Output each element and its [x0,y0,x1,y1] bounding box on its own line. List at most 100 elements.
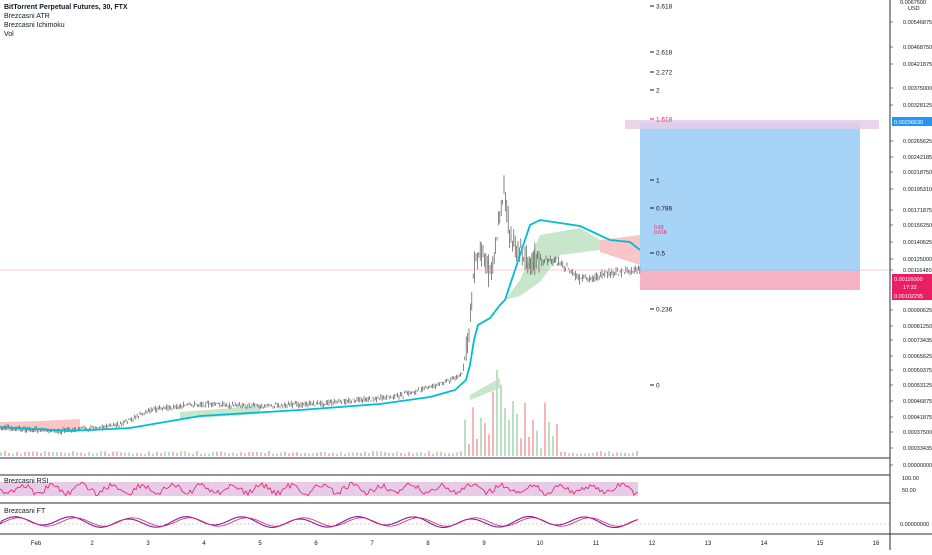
volume-bar [232,452,234,456]
volume-bar [56,452,58,456]
price-tick-label: 0.00156250 [903,223,932,229]
ft-tick-zero: 0.00000000 [900,522,929,528]
date-tick-label: 4 [202,541,206,547]
fib-level-label[interactable]: 2 [656,88,660,95]
ichimoku-cloud [0,228,640,432]
volume-bar [88,451,90,456]
price-tick-label: 0.00375000 [903,86,932,92]
volume-bar [156,451,158,456]
date-tick-label: 16 [873,541,880,547]
volume-bar [264,453,266,456]
fib-level-label[interactable]: 0 [656,383,660,390]
indicator-vol-label[interactable]: Vol [4,31,14,38]
fib-golden-label: 0.65 [654,225,664,231]
price-tick-label: 0.00546875 [903,20,932,26]
volume-bar [84,453,86,456]
indicator-ichimoku-label[interactable]: Brezcasni Ichimoku [4,22,65,29]
volume-bar [468,443,470,456]
volume-bar [400,453,402,456]
volume-bar [20,453,22,456]
price-tick-label: 0.00468750 [903,45,932,51]
volume-bar [464,419,466,456]
volume-bar [488,434,490,456]
price-tick-label: 0.00033435 [903,446,932,452]
volume-bar [328,453,330,456]
volume-bar [576,453,578,456]
volume-bar [540,448,542,456]
volume-bar [240,452,242,456]
date-tick-label: 3 [146,541,150,547]
symbol-title[interactable]: BitTorrent Perpetual Futures, 30, FTX [4,4,128,11]
volume-bar [380,451,382,456]
volume-bar [100,451,102,456]
rsi-line [0,481,639,497]
current-price-label: 0.00116000 [894,277,923,283]
date-tick-label: 13 [705,541,712,547]
price-tick-label: 0.00116480 [903,268,932,274]
indicator-atr-label[interactable]: Brezcasni ATR [4,13,50,20]
date-tick-label: 10 [537,541,544,547]
volume-bar [624,452,626,456]
fib-level-label[interactable]: 0.5 [656,251,665,258]
volume-bar [620,452,622,456]
price-tick-label: 0.00000000 [903,463,932,469]
volume-bar [96,453,98,456]
stop-zone[interactable] [640,271,860,290]
price-tick-label: 0.00265625 [903,139,932,145]
volume-bar [392,453,394,456]
ft-pane-label[interactable]: Brezcasni FT [4,508,46,515]
fib-level-label[interactable]: 2.618 [656,50,673,57]
time-axis[interactable]: Feb 2 3 4 5 6 7 8 9 10 11 12 13 14 15 16 [31,541,880,547]
target-marker-band[interactable] [625,120,879,129]
price-tick-label: 0.00046875 [903,399,932,405]
target-zone[interactable] [640,122,860,271]
volume-bar [304,452,306,456]
date-tick-label: Feb [31,541,42,547]
volume-bar [192,453,194,456]
fib-level-label[interactable]: 0.236 [656,307,673,314]
price-axis[interactable]: 0.0067500 USD 0.00546875 0.00468750 0.0042… [890,0,932,469]
fib-levels[interactable]: 3.618 2.618 2.272 2 1.618 1 0.786 0.5 0.236 0 0.65… [650,4,673,390]
volume-bar [440,451,442,456]
volume-bar [628,453,630,456]
rsi-pane-label[interactable]: Brezcasni RSI [4,478,49,485]
price-tick-label: 0.00037500 [903,430,932,436]
volume-bar [312,453,314,456]
volume-bar [276,454,278,456]
fib-level-label[interactable]: 1.618 [656,117,673,124]
volume-bar [16,451,18,456]
volume-bar [212,452,214,456]
volume-bar [396,451,398,456]
volume-bar [504,408,506,456]
fib-level-label[interactable]: 3.618 [656,4,673,11]
volume-bar [472,407,474,456]
volume-bar [152,453,154,456]
volume-bar [252,452,254,456]
volume-bar [480,417,482,456]
currency-label: USD [908,6,920,12]
volume-bar [508,420,510,456]
fib-level-label[interactable]: 0.786 [656,206,673,213]
price-tick-label: 0.00059375 [903,368,932,374]
fib-level-label[interactable]: 1 [656,178,660,185]
volume-bar [604,452,606,456]
cloud-red-segment [600,235,640,265]
price-tick-label: 0.00073435 [903,338,932,344]
fib-level-label[interactable]: 2.272 [656,70,673,77]
atr-line [0,219,641,432]
volume-bar [40,453,42,456]
volume-bar [216,451,218,456]
price-tick-label: 0.00081250 [903,324,932,330]
volume-bar [188,452,190,456]
volume-bar [172,451,174,456]
volume-bar [532,419,534,456]
volume-bar [220,451,222,456]
volume-bar [208,453,210,456]
volume-bar [36,451,38,456]
date-tick-label: 8 [426,541,430,547]
volume-bar [116,451,118,456]
date-tick-label: 2 [90,541,94,547]
volume-bar [432,453,434,456]
